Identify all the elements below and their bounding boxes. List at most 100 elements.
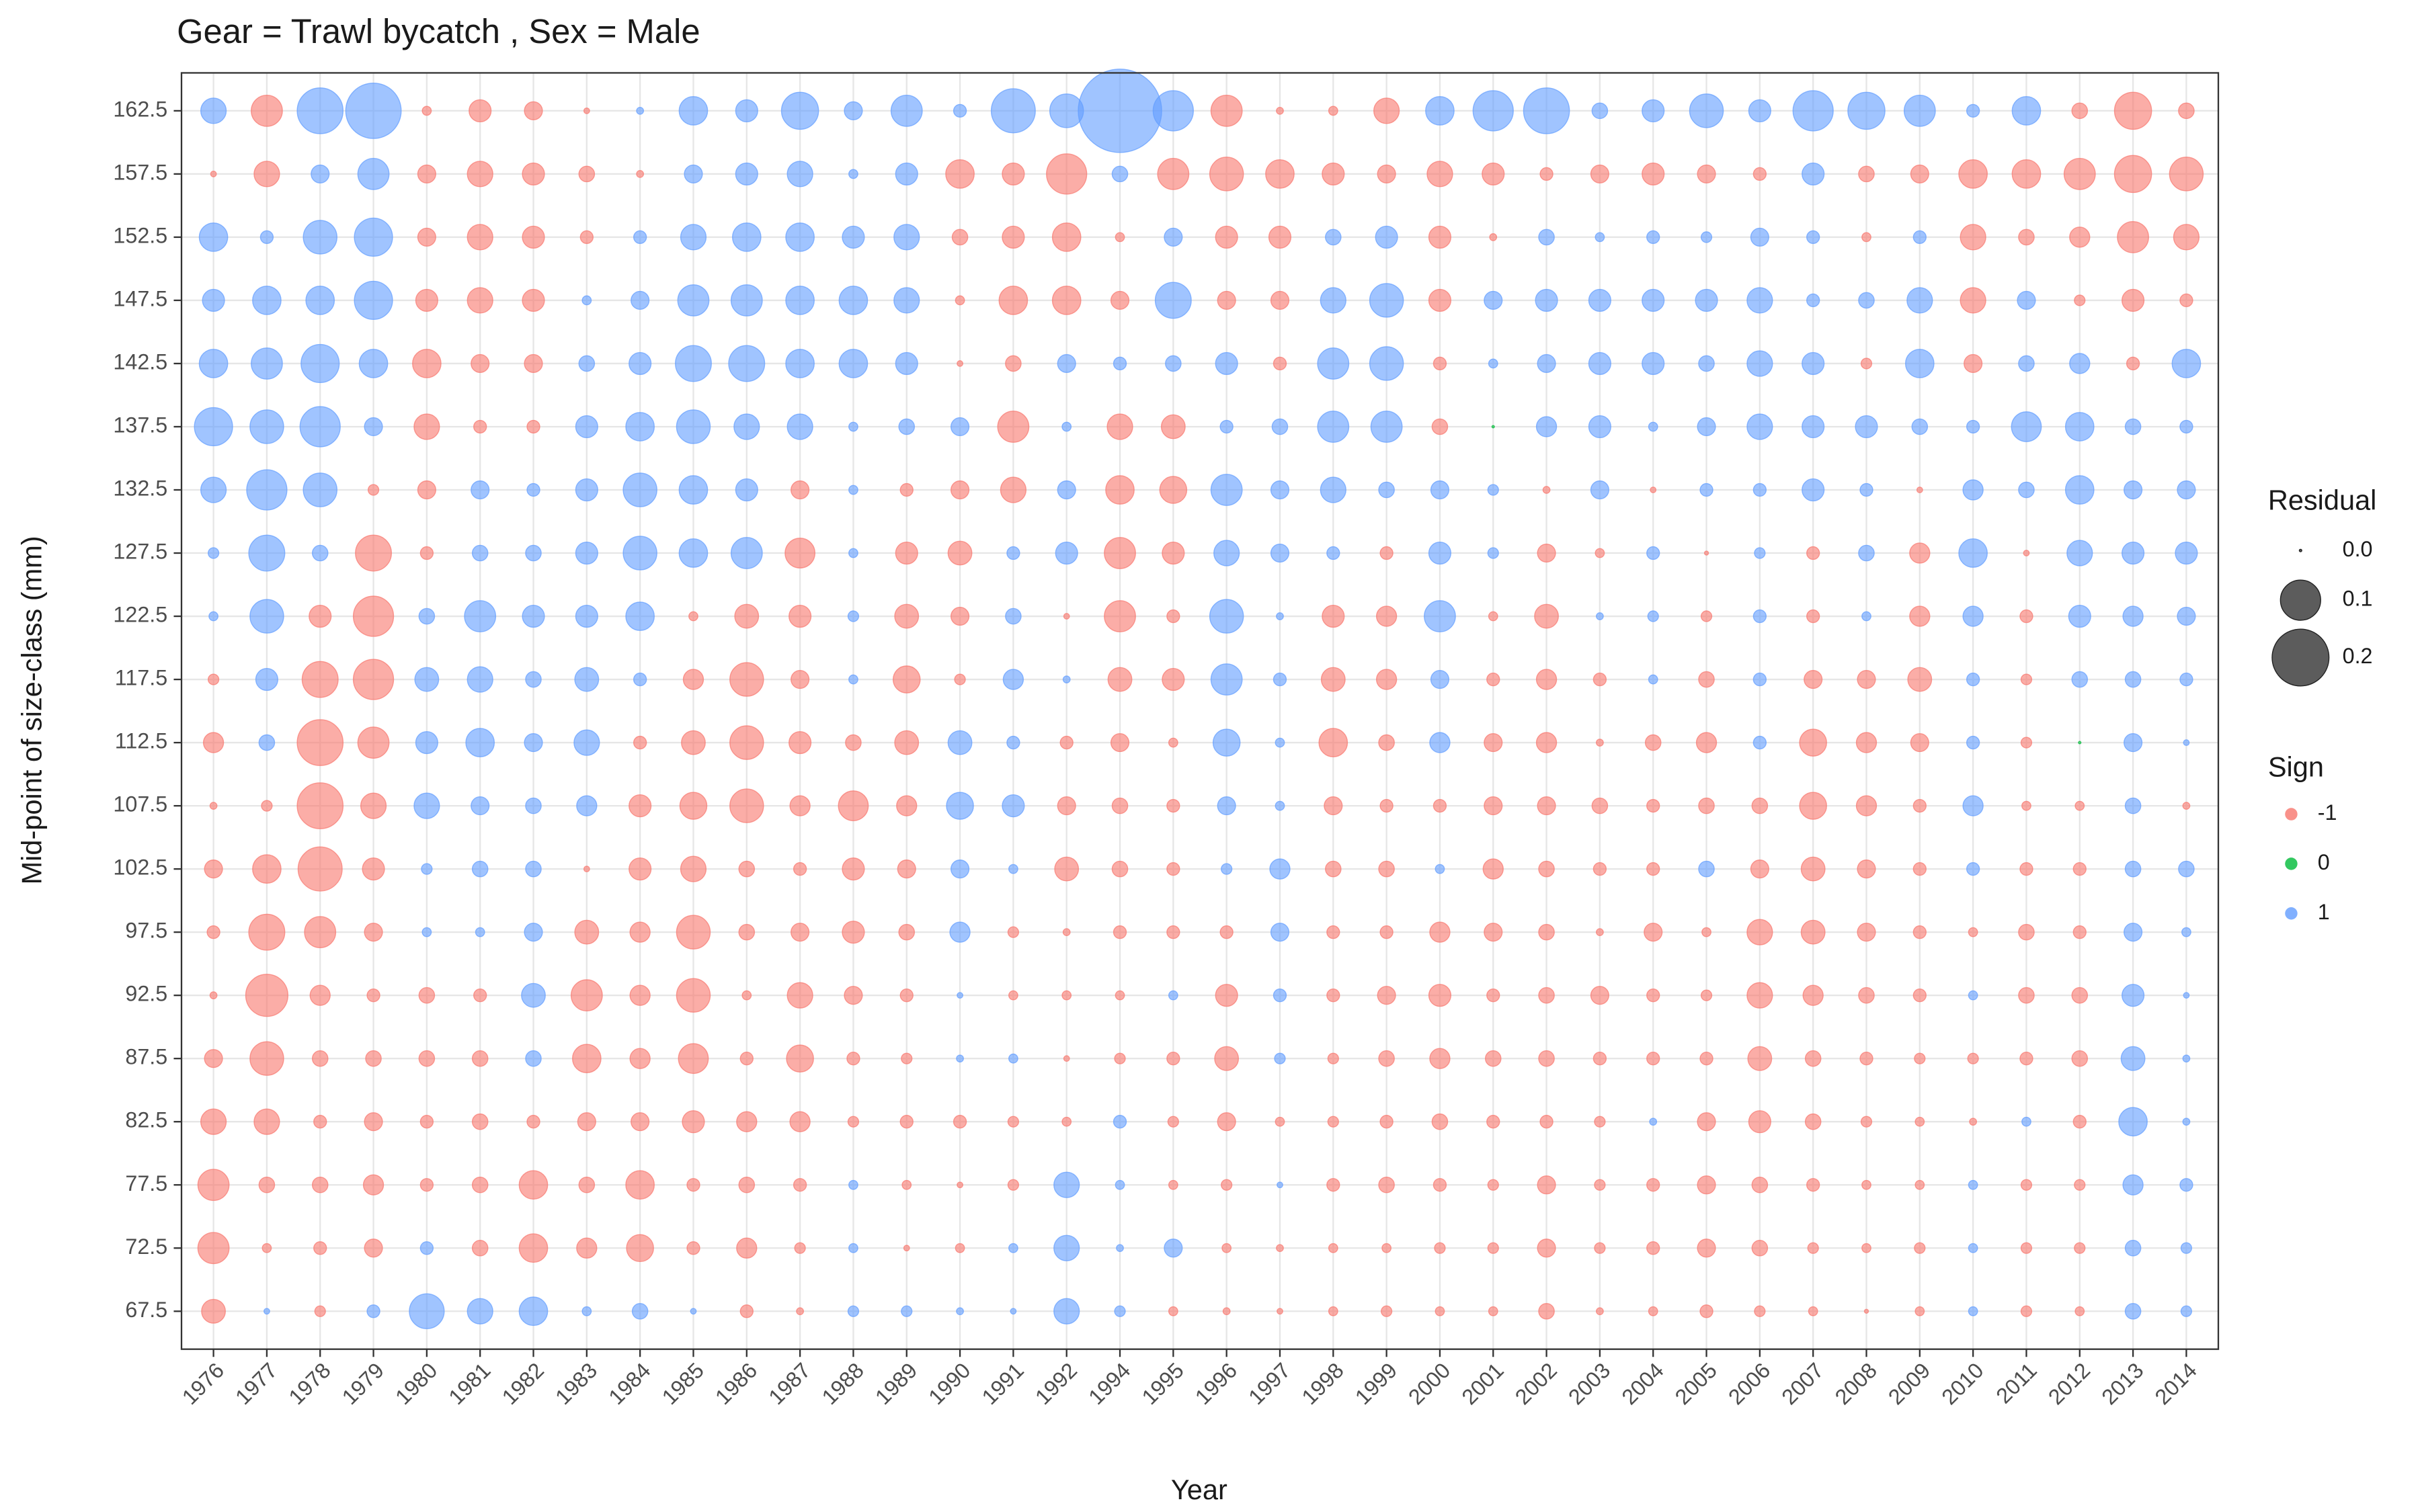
bubble [1277,1181,1283,1189]
bubble [1857,923,1876,942]
bubble [1154,282,1192,319]
bubble [313,1115,327,1129]
bubble [575,604,598,628]
bubble [1431,418,1449,435]
bubble [409,1293,445,1329]
size-legend-label: 0.1 [2343,587,2373,611]
bubble [1275,737,1285,748]
bubble [629,351,652,376]
x-axis-title: Year [1171,1474,1227,1505]
bubble [1697,1112,1716,1132]
bubble [1697,1238,1716,1258]
bubble [1054,856,1080,882]
bubble [2175,541,2198,565]
y-tick-label: 117.5 [115,666,167,690]
bubble [1966,419,1980,434]
bubble [1861,611,1871,622]
bubble [1907,667,1933,692]
bubble [1537,543,1556,563]
bubble [1700,989,1713,1001]
bubble [1210,663,1243,696]
bubble [467,161,493,187]
bubble [1806,1178,1820,1192]
bubble [1802,162,1825,185]
bubble [1424,600,1456,632]
bubble [954,673,966,685]
bubble [2124,1239,2142,1257]
bubble [419,546,434,560]
bubble [2018,986,2035,1004]
bubble [895,162,918,185]
bubble [1269,858,1291,880]
bubble [1595,548,1605,558]
y-axis-title: Mid-point of size-class (mm) [16,536,48,884]
bubble [2017,290,2036,310]
bubble [953,1115,967,1129]
bubble [473,419,487,434]
bubble [2124,733,2143,753]
bubble [2074,294,2086,306]
bubble [1966,862,1980,876]
bubble [1595,232,1605,243]
bubble [1751,797,1769,814]
bubble [2122,984,2145,1007]
bubble [1648,674,1658,685]
bubble [1115,1179,1125,1190]
bubble [1648,421,1658,432]
bubble [1110,290,1130,310]
bubble [1325,860,1342,878]
bubble [1276,106,1284,115]
bubble [1969,1118,1978,1126]
bubble [249,1041,284,1076]
bubble [1746,413,1773,440]
bubble [471,1050,489,1067]
bubble [899,989,914,1003]
bubble [1752,482,1767,497]
bubble [626,1234,654,1263]
bubble [947,730,973,755]
bubble [1914,1179,1925,1190]
bubble [1061,421,1072,432]
bubble [1209,599,1244,634]
bubble [1166,1052,1180,1066]
bubble [1588,351,1611,376]
bubble [200,1108,227,1135]
bubble [357,158,390,190]
bubble [1115,232,1125,243]
bubble [1746,919,1773,946]
bubble [194,407,233,447]
bubble [1487,1242,1499,1254]
bubble [354,280,393,321]
bubble [1806,293,1820,308]
bubble [2122,288,2145,312]
bubble [1699,1052,1713,1066]
bubble [1701,927,1711,937]
bubble [524,353,543,374]
bubble [847,1116,860,1128]
bubble [1912,798,1927,813]
bubble [844,101,863,120]
bubble [1320,476,1346,503]
bubble [903,1245,910,1252]
bubble [2072,925,2087,939]
bubble [253,161,280,187]
bubble [1594,1179,1606,1191]
bubble [629,857,652,881]
bubble [578,165,596,183]
bubble [1491,425,1495,429]
bubble [1165,355,1182,372]
bubble [1428,541,1452,565]
bubble [311,1050,329,1067]
bubble [1642,288,1665,312]
bubble [1861,232,1871,243]
bubble [957,1181,963,1189]
bubble [901,1305,913,1317]
bubble [1275,800,1285,811]
bubble [2124,418,2142,435]
bubble [1914,1242,1926,1254]
bubble [892,665,921,694]
bubble [1166,925,1180,939]
bubble [901,1179,912,1190]
bubble [311,1176,329,1193]
bubble [1157,158,1190,190]
